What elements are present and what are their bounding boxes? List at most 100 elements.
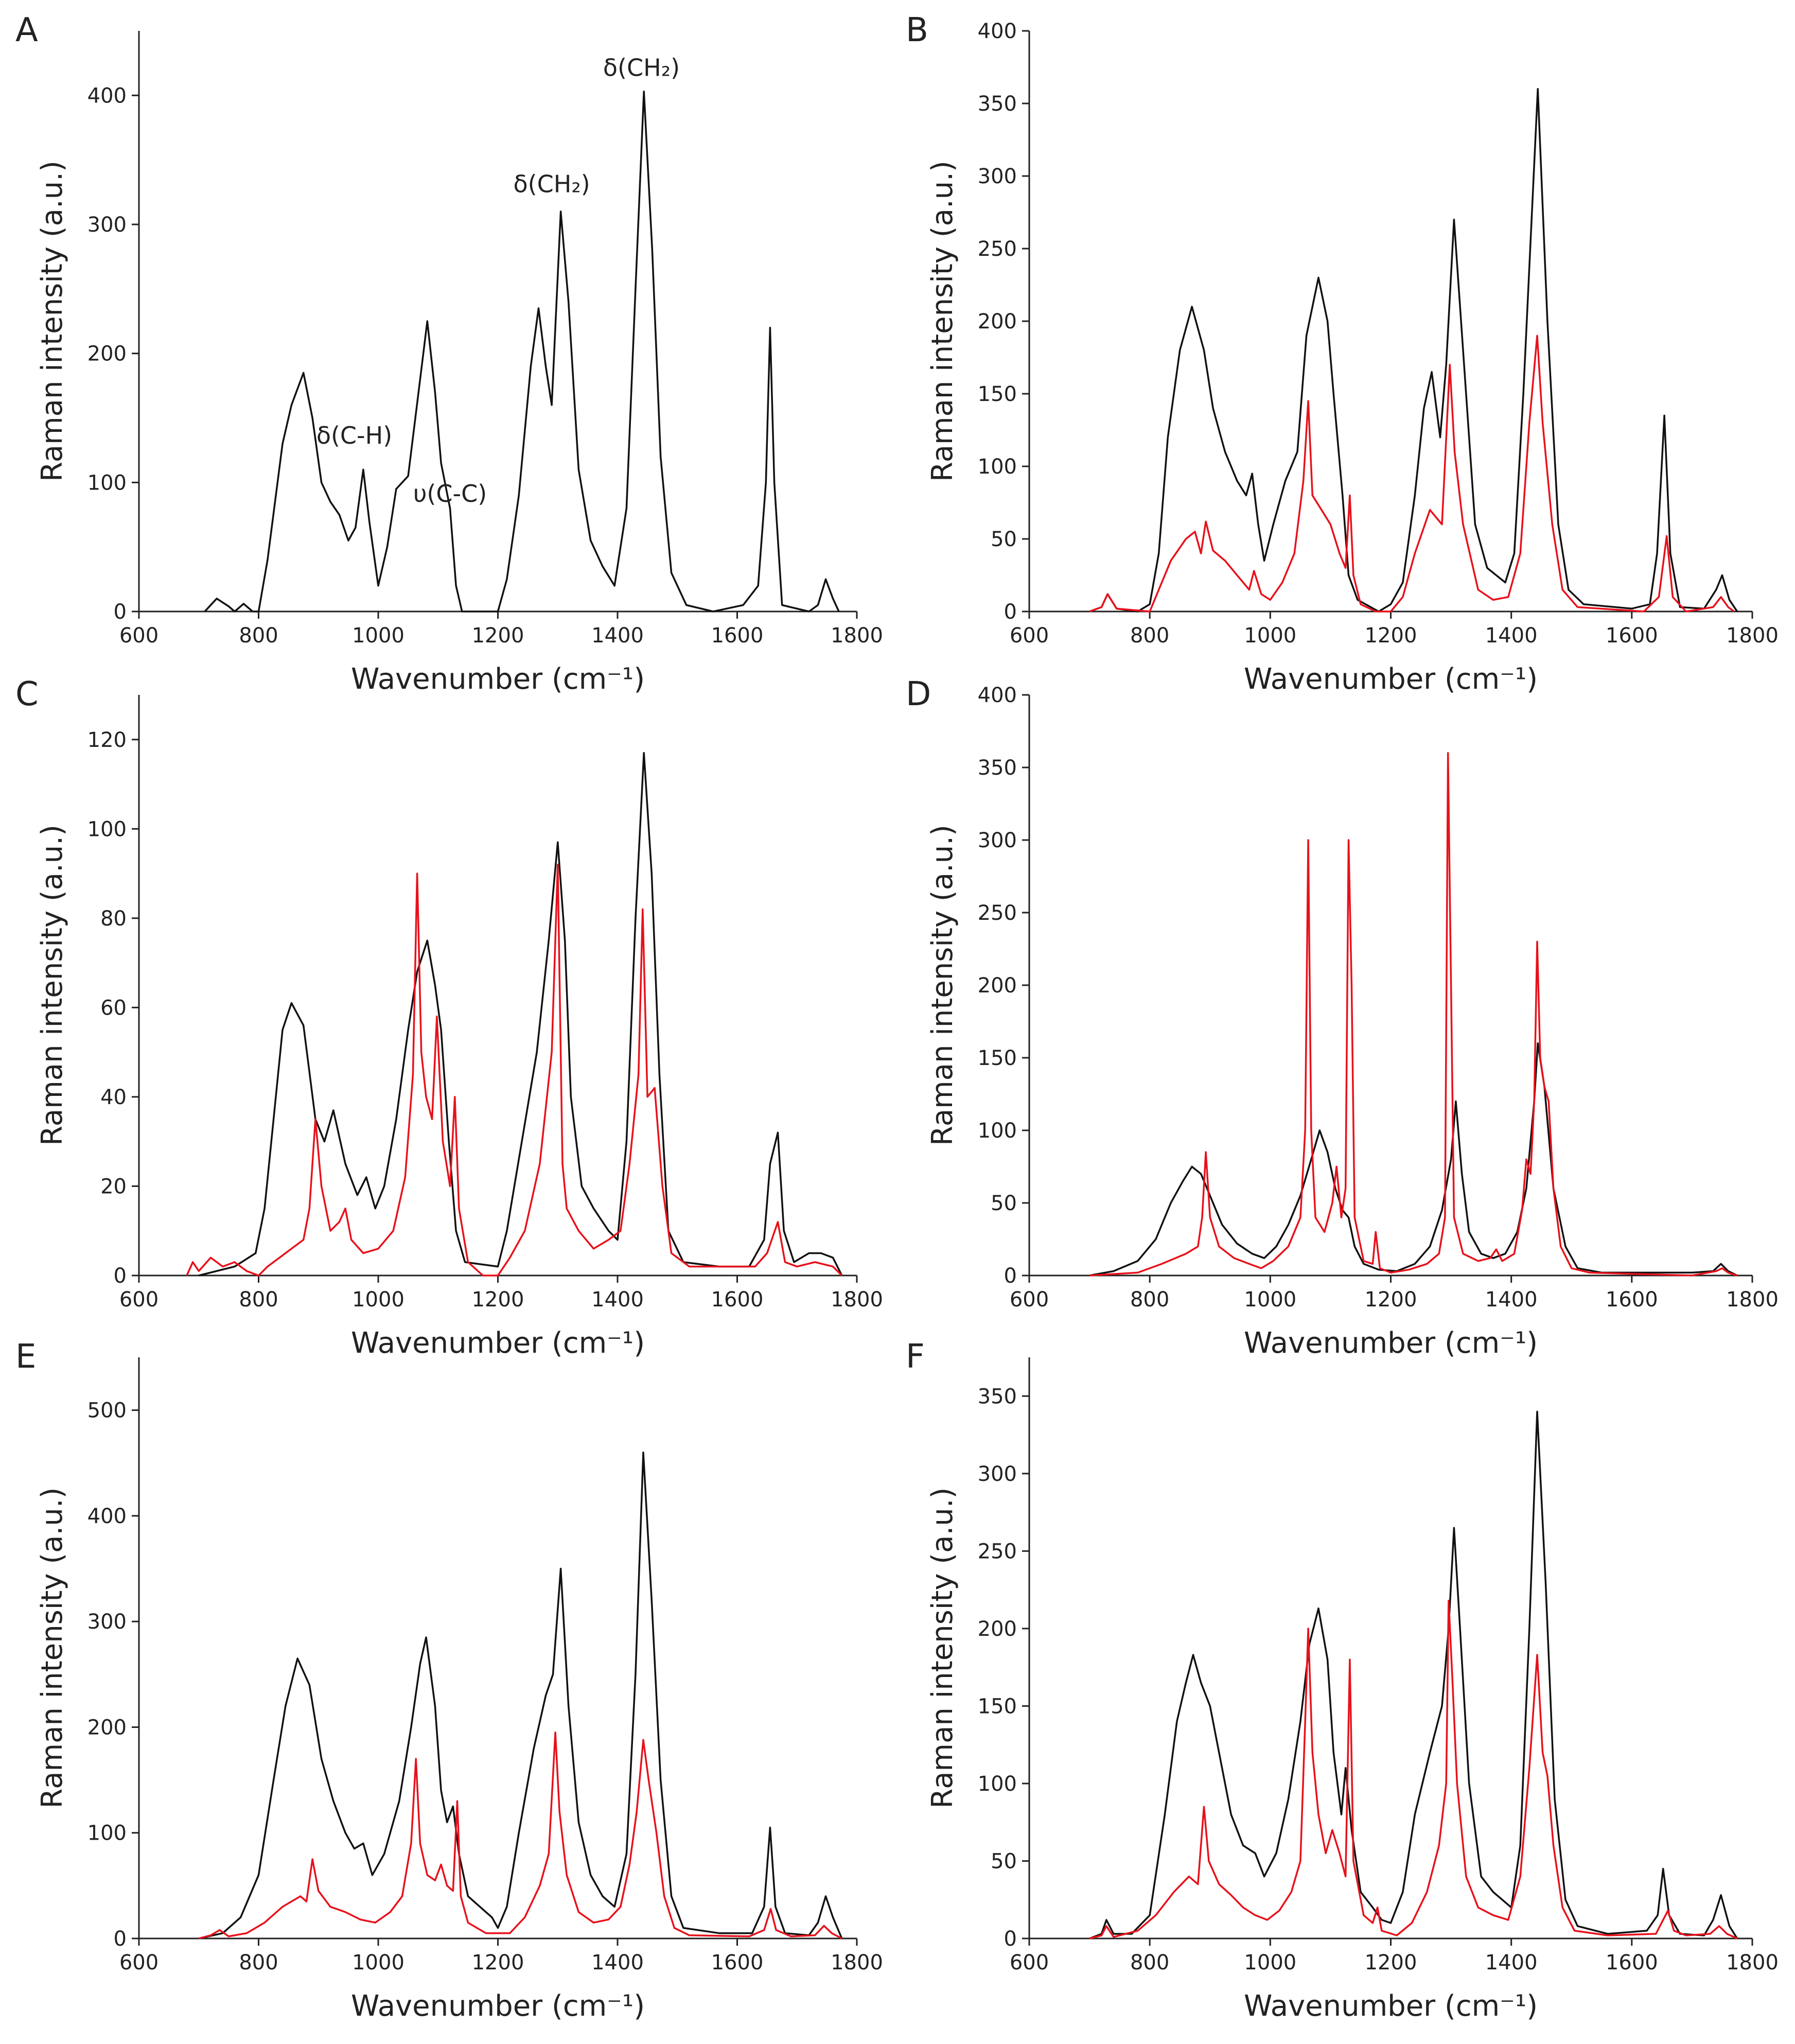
x-tick-label: 1000 (1244, 1288, 1296, 1312)
series-line-black-a (204, 91, 840, 613)
series-line-red-e (198, 1731, 842, 1940)
y-tick-label: 150 (978, 1694, 1017, 1718)
x-tick-label: 1400 (1485, 624, 1538, 648)
peak-annotation: δ(CH₂) (603, 54, 680, 82)
panel-b: B 600 800 1000 1200 1400 1600 1800 0 50 100 150 200 2… (906, 11, 1779, 696)
panel-label-d: D (906, 675, 931, 713)
y-tick-label: 20 (100, 1175, 127, 1198)
x-tick-label: 800 (239, 1951, 278, 1975)
x-tick-label: 1400 (1485, 1288, 1538, 1312)
y-axis-title: Raman intensity (a.u.) (36, 1488, 69, 1809)
y-tick-label: 400 (87, 84, 127, 108)
x-tick-label: 1400 (1485, 1951, 1538, 1975)
x-tick-label: 1600 (711, 1951, 764, 1975)
x-tick-label: 600 (119, 624, 159, 648)
x-tick-label: 1600 (1606, 1288, 1658, 1312)
panel-f: F 600 800 1000 1200 1400 1600 1800 0 50 100 150 200 2… (906, 1338, 1779, 2023)
y-tick-label: 200 (87, 342, 127, 366)
y-axis-title: Raman intensity (a.u.) (36, 825, 69, 1146)
y-tick-label: 0 (114, 600, 127, 624)
x-tick-label: 1600 (1606, 1951, 1658, 1975)
x-tick-label: 1200 (472, 1951, 524, 1975)
x-tick-label: 800 (1130, 1288, 1169, 1312)
y-tick-label: 80 (100, 907, 127, 931)
y-tick-label: 300 (978, 829, 1017, 852)
x-tick-label: 600 (1010, 624, 1049, 648)
y-tick-label: 250 (978, 237, 1017, 261)
x-axis-title: Wavenumber (cm⁻¹) (1244, 1326, 1538, 1360)
y-tick-label: 100 (87, 817, 127, 841)
y-tick-label: 400 (87, 1505, 127, 1528)
peak-annotation: δ(CH₂) (514, 170, 590, 198)
panel-label-a: A (15, 11, 38, 49)
y-tick-label: 50 (991, 528, 1017, 551)
panel-d: D 600 800 1000 1200 1400 1600 1800 0 50 100 150 200 2… (906, 675, 1779, 1360)
y-tick-label: 300 (978, 165, 1017, 188)
series-line-black-f (1089, 1410, 1738, 1940)
y-tick-label: 350 (978, 756, 1017, 780)
x-tick-label: 1400 (591, 1951, 644, 1975)
y-tick-label: 0 (1004, 600, 1017, 624)
x-tick-label: 1800 (831, 624, 883, 648)
x-tick-label: 1800 (1726, 624, 1779, 648)
y-tick-label: 350 (978, 1385, 1017, 1408)
y-tick-label: 250 (978, 901, 1017, 925)
y-tick-label: 200 (978, 1617, 1017, 1641)
y-tick-label: 100 (87, 471, 127, 495)
x-tick-label: 600 (119, 1951, 159, 1975)
y-axis-title: Raman intensity (a.u.) (926, 825, 959, 1146)
y-tick-label: 300 (87, 213, 127, 237)
x-tick-label: 1400 (591, 1288, 644, 1312)
panel-label-f: F (906, 1338, 925, 1376)
series-line-red-f (1089, 1599, 1738, 1940)
panel-label-c: C (15, 675, 39, 713)
y-tick-label: 0 (1004, 1927, 1017, 1951)
x-tick-label: 1800 (1726, 1951, 1779, 1975)
x-tick-label: 1800 (1726, 1288, 1779, 1312)
x-tick-label: 1200 (1365, 624, 1417, 648)
panel-e: E 600 800 1000 1200 1400 1600 1800 0 100 200 300 400… (15, 1338, 883, 2023)
y-axis-title: Raman intensity (a.u.) (36, 161, 69, 482)
y-tick-label: 0 (114, 1927, 127, 1951)
x-tick-label: 800 (239, 1288, 278, 1312)
x-tick-label: 600 (1010, 1951, 1049, 1975)
x-tick-label: 1600 (711, 1288, 764, 1312)
x-tick-label: 800 (1130, 624, 1169, 648)
series-line-black-c (198, 752, 843, 1277)
series-line-red-b (1089, 335, 1735, 613)
y-tick-label: 100 (978, 455, 1017, 479)
y-tick-label: 250 (978, 1540, 1017, 1563)
y-tick-label: 0 (1004, 1264, 1017, 1288)
x-tick-label: 1600 (711, 624, 764, 648)
x-tick-label: 1000 (352, 1951, 404, 1975)
y-axis-title: Raman intensity (a.u.) (926, 161, 959, 482)
panel-c: C 600 800 1000 1200 1400 1600 1800 0 20 40 60 80 100 1… (15, 675, 883, 1360)
x-tick-label: 600 (1010, 1288, 1049, 1312)
y-tick-label: 300 (87, 1610, 127, 1634)
y-tick-label: 60 (100, 996, 127, 1020)
y-tick-label: 120 (87, 728, 127, 752)
x-tick-label: 1000 (1244, 624, 1296, 648)
y-tick-label: 150 (978, 382, 1017, 406)
x-tick-label: 1200 (1365, 1951, 1417, 1975)
x-tick-label: 1200 (1365, 1288, 1417, 1312)
panel-a: A 600 800 1000 1200 1400 1600 1800 0 100 200 300 400… (15, 11, 883, 696)
peak-annotation: υ(C-C) (413, 480, 487, 508)
y-tick-label: 200 (978, 310, 1017, 334)
series-line-black-d (1089, 1042, 1738, 1277)
y-tick-label: 100 (978, 1772, 1017, 1796)
panel-label-b: B (906, 11, 928, 49)
x-tick-label: 1400 (591, 624, 644, 648)
series-line-black-b (1089, 88, 1738, 613)
x-tick-label: 1800 (831, 1951, 883, 1975)
y-tick-label: 40 (100, 1086, 127, 1109)
x-tick-label: 600 (119, 1288, 159, 1312)
panel-label-e: E (15, 1338, 36, 1376)
y-tick-label: 50 (991, 1192, 1017, 1215)
y-tick-label: 400 (978, 20, 1017, 43)
peak-annotation: δ(C-H) (316, 422, 392, 449)
series-line-red-c (186, 863, 843, 1277)
x-tick-label: 1200 (472, 624, 524, 648)
x-axis-title: Wavenumber (cm⁻¹) (1244, 662, 1538, 696)
y-tick-label: 150 (978, 1046, 1017, 1070)
